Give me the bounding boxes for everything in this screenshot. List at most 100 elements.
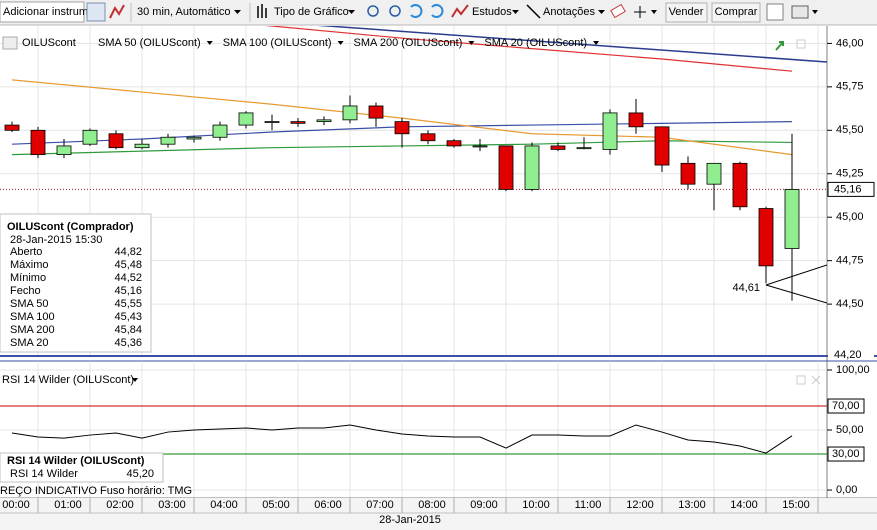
candle-body bbox=[498, 145, 514, 190]
y-tick-label: 46,00 bbox=[836, 37, 864, 49]
icon-maximize[interactable] bbox=[796, 39, 806, 49]
axis-bottom-label: 44,20 bbox=[834, 349, 862, 361]
candle-body bbox=[264, 121, 280, 124]
info-value: 45,36 bbox=[114, 337, 142, 349]
info-label: SMA 20 bbox=[10, 337, 49, 349]
candle-body bbox=[186, 136, 202, 140]
info-value: 45,16 bbox=[114, 285, 142, 297]
candle-body bbox=[56, 145, 72, 156]
sell-button[interactable] bbox=[665, 2, 708, 23]
info-label: Máximo bbox=[10, 259, 49, 271]
candle-body bbox=[394, 121, 410, 135]
trendline bbox=[317, 26, 827, 63]
icon-print[interactable] bbox=[791, 5, 809, 19]
icon-zoom-in[interactable] bbox=[367, 5, 379, 17]
date-label: 28-Jan-2015 bbox=[379, 514, 441, 526]
buy-button[interactable] bbox=[711, 2, 761, 23]
icon-annotations bbox=[526, 4, 541, 19]
x-tick-label: 13:00 bbox=[678, 499, 706, 511]
icon-refresh[interactable] bbox=[410, 4, 444, 18]
dropdown-arrow bbox=[234, 10, 241, 14]
candle-body bbox=[212, 124, 228, 138]
legend-entry: SMA 200 (OILUScont) bbox=[354, 37, 463, 49]
icon-zoom-out[interactable] bbox=[389, 5, 401, 17]
x-tick-label: 11:00 bbox=[575, 499, 602, 511]
info-value: 45,48 bbox=[114, 259, 142, 271]
icon-eraser[interactable] bbox=[610, 3, 626, 19]
candle-body bbox=[602, 112, 618, 150]
rsi-legend bbox=[0, 452, 164, 483]
candle-body bbox=[524, 145, 540, 190]
candle-body bbox=[82, 129, 98, 145]
info-datetime: 28-Jan-2015 15:30 bbox=[10, 234, 102, 246]
candle-body bbox=[576, 147, 592, 150]
candle-body bbox=[654, 126, 670, 166]
price-note: REÇO INDICATIVO bbox=[0, 485, 97, 497]
y-tick-label: 100,00 bbox=[836, 364, 870, 376]
legend-entry: SMA 50 (OILUScont) bbox=[98, 37, 201, 49]
candle-body bbox=[134, 143, 150, 149]
info-title: OILUScont (Comprador) bbox=[7, 221, 134, 233]
candle-body bbox=[290, 121, 306, 124]
icon-crosshair[interactable] bbox=[634, 6, 646, 18]
annotations-dropdown[interactable]: Anotações bbox=[543, 6, 595, 18]
info-label: Mínimo bbox=[10, 272, 46, 284]
rsi-legend-name: RSI 14 Wilder bbox=[10, 468, 78, 480]
dropdown-arrow bbox=[206, 41, 213, 45]
x-tick-label: 03:00 bbox=[158, 499, 186, 511]
info-value: 45,55 bbox=[114, 298, 142, 310]
dropdown-arrow bbox=[348, 10, 355, 14]
dropdown-arrow bbox=[651, 10, 657, 14]
icon-close[interactable] bbox=[811, 375, 821, 385]
interval-dropdown[interactable]: 30 min, Automático bbox=[137, 6, 231, 18]
instrument-input-text: Adicionar instrume bbox=[3, 6, 94, 18]
dropdown-arrow bbox=[512, 10, 519, 14]
icon-draw[interactable] bbox=[109, 4, 125, 19]
candle-body bbox=[706, 162, 722, 185]
sell-button-text: Vender bbox=[669, 6, 704, 18]
icon-maximize[interactable] bbox=[796, 375, 806, 385]
info-label: Aberto bbox=[10, 246, 42, 258]
last-price-label: 45,16 bbox=[834, 183, 862, 195]
y-tick-label: 45,00 bbox=[836, 211, 864, 223]
x-tick-label: 01:00 bbox=[54, 499, 82, 511]
candle-body bbox=[628, 112, 644, 128]
x-tick-label: 08:00 bbox=[418, 499, 446, 511]
price-plot bbox=[0, 26, 827, 304]
buy-button-text: Comprar bbox=[715, 6, 758, 18]
studies-dropdown[interactable]: Estudos bbox=[472, 6, 512, 18]
dropdown-arrow bbox=[337, 41, 344, 45]
overlay: 46,00 45,75 45,50 45,25 45,00 44,75 44,50 44,20… bbox=[2, 37, 875, 511]
candle-body bbox=[758, 208, 774, 267]
icon-instruments[interactable] bbox=[86, 2, 106, 22]
dropdown-arrow bbox=[812, 10, 818, 14]
level-label: 30,00 bbox=[832, 448, 860, 460]
x-tick-label: 05:00 bbox=[262, 499, 290, 511]
dropdown-arrow bbox=[468, 41, 475, 45]
info-panel bbox=[0, 213, 152, 353]
info-value: 44,82 bbox=[114, 246, 142, 258]
x-tick-label: 00:00 bbox=[2, 499, 30, 511]
chart-type-dropdown[interactable]: Tipo de Gráfico bbox=[274, 6, 349, 18]
candle-body bbox=[316, 119, 332, 123]
y-tick-label: 50,00 bbox=[836, 424, 864, 436]
y-tick-label: 45,25 bbox=[836, 168, 864, 180]
rsi-title: RSI 14 Wilder (OILUScont) bbox=[2, 374, 134, 386]
dropdown-arrow bbox=[598, 10, 605, 14]
candle-body bbox=[446, 140, 462, 147]
candle-body bbox=[238, 112, 254, 126]
info-label: SMA 100 bbox=[10, 311, 55, 323]
level-box bbox=[827, 398, 865, 414]
icon-studies bbox=[451, 4, 469, 18]
x-tick-label: 02:00 bbox=[106, 499, 134, 511]
dropdown-arrow bbox=[593, 41, 600, 45]
sma-line bbox=[264, 26, 793, 72]
low-marker-label: 44,61 bbox=[732, 282, 760, 294]
instrument-input[interactable] bbox=[0, 1, 85, 23]
x-tick-label: 14:00 bbox=[730, 499, 758, 511]
legend-entry: SMA 100 (OILUScont) bbox=[223, 37, 332, 49]
icon-export[interactable] bbox=[766, 3, 784, 21]
x-tick-label: 09:00 bbox=[470, 499, 498, 511]
symbol-label: OILUScont bbox=[22, 37, 76, 49]
